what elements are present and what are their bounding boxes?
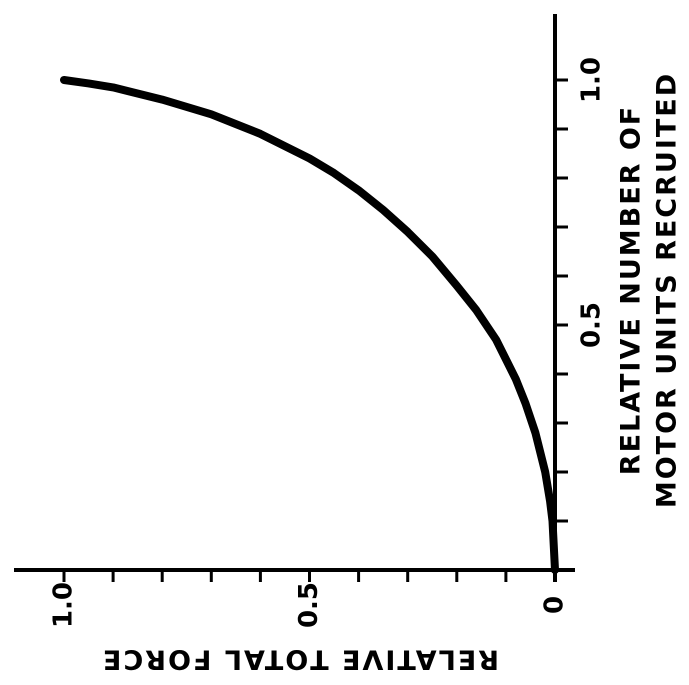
units-tick-label: 0.5 bbox=[577, 302, 607, 348]
force-axis-tick-labels: 0 0.5 1.0 bbox=[49, 582, 570, 628]
recruitment-curve bbox=[60, 76, 559, 574]
x-axis-label: RELATIVE TOTAL FORCE bbox=[101, 644, 499, 675]
force-tick-label: 0.5 bbox=[294, 582, 324, 628]
force-axis-ticks bbox=[62, 570, 508, 582]
y-axis-label-line-1: RELATIVE NUMBER OF bbox=[616, 105, 647, 475]
y-axis-label-line-2: MOTOR UNITS RECRUITED bbox=[652, 72, 683, 508]
force-tick-label: 1.0 bbox=[49, 582, 79, 628]
units-tick-label: 1.0 bbox=[577, 57, 607, 103]
units-axis-ticks bbox=[555, 78, 568, 523]
units-axis-tick-labels: 0.5 1.0 bbox=[577, 57, 607, 348]
force-tick-label: 0 bbox=[540, 596, 570, 614]
